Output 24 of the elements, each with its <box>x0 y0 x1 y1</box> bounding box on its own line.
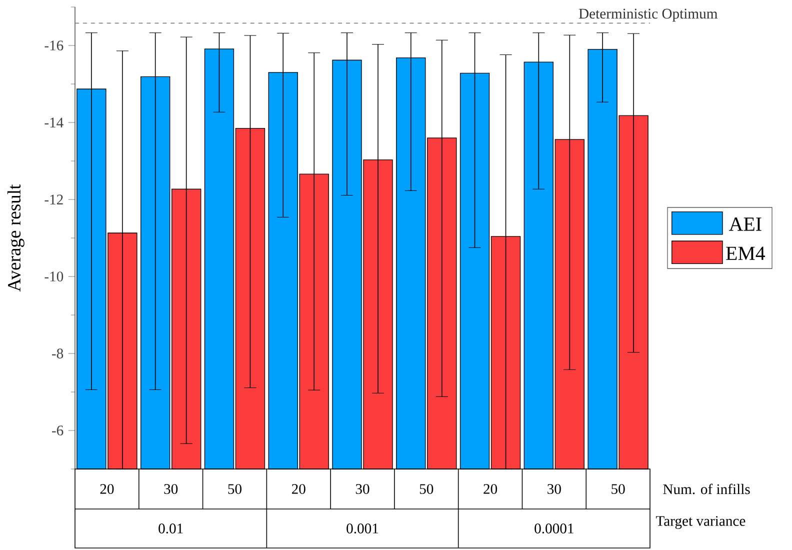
x-tick-label: 50 <box>612 484 625 494</box>
x-tick-label: 30 <box>164 484 178 494</box>
text: 0.001 <box>346 524 378 534</box>
y-tick-label: -12 <box>44 194 63 204</box>
x-tick-label: 20 <box>292 484 306 494</box>
x-tick-label: 30 <box>548 484 561 494</box>
x-tick-label: 20 <box>100 484 114 494</box>
x-tick-label: 30 <box>356 484 370 494</box>
text: Target variance <box>656 516 746 529</box>
y-tick-label: -6 <box>52 426 64 436</box>
text: 0.01 <box>158 524 183 534</box>
y-tick-label: -10 <box>44 272 64 282</box>
text: 0.0001 <box>534 524 574 534</box>
y-tick-label: -14 <box>44 118 64 128</box>
y-tick-label: -8 <box>52 348 64 358</box>
legend-label: EM4 <box>726 246 766 260</box>
x-tick-label: 50 <box>420 484 434 494</box>
ref-line-label: Deterministic Optimum <box>578 8 718 22</box>
x-tick-label: 50 <box>228 484 242 494</box>
y-axis-title: Average result <box>7 184 24 292</box>
x-tick-label: 20 <box>484 484 498 494</box>
text: Num. of infills <box>663 484 750 494</box>
legend-label: AEI <box>729 218 762 231</box>
y-tick-label: -16 <box>44 40 64 50</box>
